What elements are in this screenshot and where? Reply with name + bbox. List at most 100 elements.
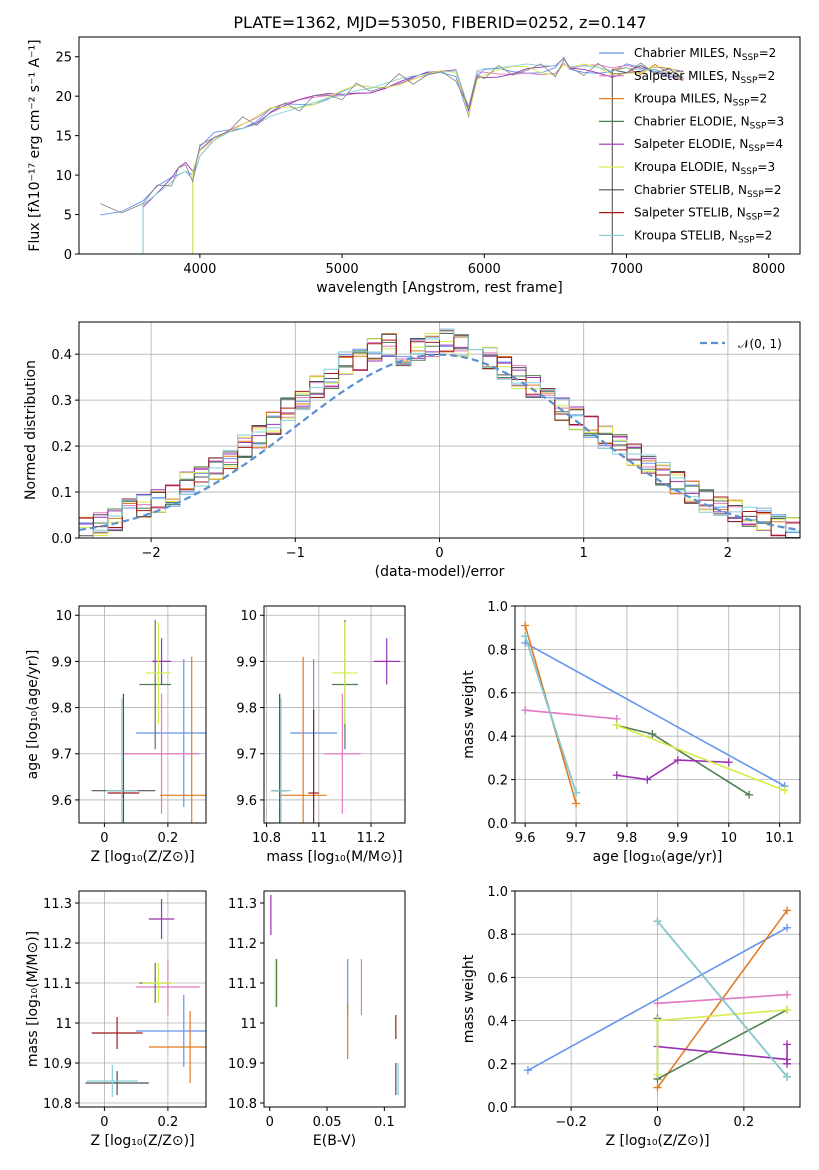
plot-area — [91, 619, 206, 823]
x-tick-label: 9.7 — [566, 831, 587, 846]
x-tick-label: −0.2 — [555, 1115, 587, 1130]
y-tick-label: 11.1 — [228, 977, 257, 992]
weight-line — [524, 642, 786, 787]
weight-marker — [612, 771, 621, 780]
x-tick-label: 7000 — [610, 262, 643, 277]
x-tick-label: 0.2 — [158, 831, 179, 846]
legend-label: Kroupa STELIB, NSSP=2 — [634, 228, 772, 245]
spectrum-line — [142, 57, 684, 254]
spectrum-line — [611, 64, 684, 254]
plot-area — [100, 56, 684, 254]
weight-marker — [523, 1066, 532, 1075]
x-tick-label: 9.6 — [515, 831, 536, 846]
x-axis-label: E(B-V) — [313, 1133, 356, 1149]
y-tick-label: 9.6 — [236, 794, 257, 809]
weight-marker — [653, 999, 662, 1008]
y-axis-label: mass [log₁₀(M/M⊙)] — [25, 931, 41, 1067]
y-tick-label: 0.2 — [51, 440, 72, 455]
panel-residuals: 𝒩(0, 1) −2 −1 0 1 2 0.0 0.1 0.2 0.3 0.4 (data-model… — [23, 321, 801, 580]
y-tick-label: 11 — [240, 1017, 257, 1032]
y-tick-label: 0.6 — [487, 971, 508, 986]
panel-age_vs_mass: 10.8 11 11.2 9.6 9.7 9.8 9.9 10 mass [log₁₀(M/M⊙… — [236, 605, 406, 865]
weight-marker — [653, 1070, 662, 1079]
weight-line — [524, 636, 577, 793]
plot-area — [270, 619, 400, 823]
y-tick-label: 25 — [55, 51, 72, 66]
x-tick-label: 0 — [435, 546, 443, 561]
legend-label: Kroupa ELODIE, NSSP=3 — [634, 160, 775, 177]
weight-marker — [643, 775, 652, 784]
y-tick-label: 1.0 — [487, 885, 508, 900]
y-tick-label: 0.2 — [487, 774, 508, 789]
weight-marker — [780, 786, 789, 795]
weight-line — [527, 927, 788, 1071]
x-axis-label: Z [log₁₀(Z/Z⊙)] — [90, 1133, 194, 1149]
axes-frame — [263, 605, 406, 824]
y-axis-label: Normed distribution — [23, 360, 39, 500]
x-tick-label: 6000 — [468, 262, 501, 277]
y-tick-label: 0.6 — [487, 687, 508, 702]
legend-label: Kroupa MILES, NSSP=2 — [634, 92, 767, 109]
weight-marker — [783, 1059, 792, 1068]
legend-label: Chabrier MILES, NSSP=2 — [634, 46, 776, 63]
y-tick-label: 10.9 — [228, 1057, 257, 1072]
x-tick-label: 9.8 — [617, 831, 638, 846]
axes-frame — [78, 890, 207, 1108]
y-tick-label: 9.7 — [51, 748, 72, 763]
legend: Chabrier MILES, NSSP=2 Salpeter MILES, NS… — [599, 46, 784, 245]
y-tick-label: 9.8 — [236, 702, 257, 717]
y-tick-label: 9.8 — [51, 702, 72, 717]
axes-frame — [78, 605, 207, 824]
spectrum-line — [192, 63, 684, 254]
panel-mass_vs_Z: 0 0.2 10.8 10.9 11 11.1 11.2 11.3 Z [log₁₀(Z/Z⊙)… — [25, 890, 207, 1149]
y-tick-label: 11.2 — [228, 937, 257, 952]
weight-marker — [521, 706, 530, 715]
weight-marker — [783, 990, 792, 999]
weight-marker — [783, 906, 792, 915]
weight-marker — [783, 1040, 792, 1049]
legend-label: Salpeter ELODIE, NSSP=4 — [634, 137, 783, 154]
x-tick-label: −1 — [286, 546, 305, 561]
figure-title: PLATE=1362, MJD=53050, FIBERID=0252, z=0… — [233, 13, 646, 32]
spectrum-line — [142, 57, 684, 254]
x-axis-label: Z [log₁₀(Z/Z⊙)] — [90, 849, 194, 865]
y-tick-label: 20 — [55, 90, 72, 105]
plot-area — [523, 906, 792, 1092]
y-tick-label: 1.0 — [487, 600, 508, 615]
y-tick-label: 9.9 — [236, 655, 257, 670]
panel-mass_vs_ebv: 0 0.05 0.1 10.8 10.9 11 11.1 11.2 11.3 E(B-V) — [228, 890, 406, 1149]
axes-frame — [263, 890, 406, 1108]
x-tick-label: 0 — [653, 1115, 661, 1130]
x-tick-label: 0.2 — [158, 1115, 179, 1130]
plot-area — [85, 899, 206, 1097]
y-tick-label: 0.2 — [487, 1058, 508, 1073]
y-tick-label: 0.3 — [51, 394, 72, 409]
x-tick-label: 0 — [100, 831, 108, 846]
weight-line — [616, 759, 729, 781]
y-tick-label: 10 — [55, 609, 72, 624]
y-tick-label: 11.1 — [43, 977, 72, 992]
panel-age_vs_Z: 0 0.2 9.6 9.7 9.8 9.9 10 Z [log₁₀(Z/Z⊙)] age [lo… — [25, 605, 207, 865]
x-axis-label: (data-model)/error — [375, 564, 505, 580]
x-tick-label: 9.9 — [668, 831, 689, 846]
panel-weight_vs_age: 9.6 9.7 9.8 9.9 10 10.1 0.0 0.2 0.4 0.6 0.8 1.0 age … — [461, 600, 801, 865]
panel-spectrum: Chabrier MILES, NSSP=2 Salpeter MILES, NS… — [27, 36, 801, 296]
x-tick-label: −2 — [142, 546, 161, 561]
plot-area — [79, 328, 800, 538]
y-tick-label: 0.1 — [51, 486, 72, 501]
y-axis-label: mass weight — [461, 954, 477, 1043]
legend-label: Salpeter MILES, NSSP=2 — [634, 69, 775, 86]
x-tick-label: 1 — [580, 546, 588, 561]
plot-area — [521, 621, 789, 808]
axes-frame — [78, 36, 801, 255]
x-tick-label: 11.2 — [357, 831, 386, 846]
weight-marker — [783, 923, 792, 932]
weight-marker — [648, 730, 657, 739]
weight-marker — [653, 1083, 662, 1092]
y-tick-label: 11.3 — [228, 897, 257, 912]
weight-marker — [724, 758, 733, 767]
histogram-step — [79, 328, 800, 538]
weight-marker — [783, 1072, 792, 1081]
x-tick-label: 10 — [720, 831, 737, 846]
